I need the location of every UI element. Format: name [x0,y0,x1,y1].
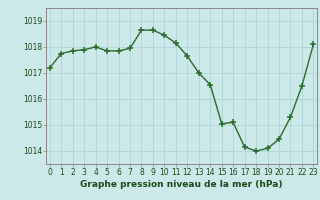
X-axis label: Graphe pression niveau de la mer (hPa): Graphe pression niveau de la mer (hPa) [80,180,283,189]
